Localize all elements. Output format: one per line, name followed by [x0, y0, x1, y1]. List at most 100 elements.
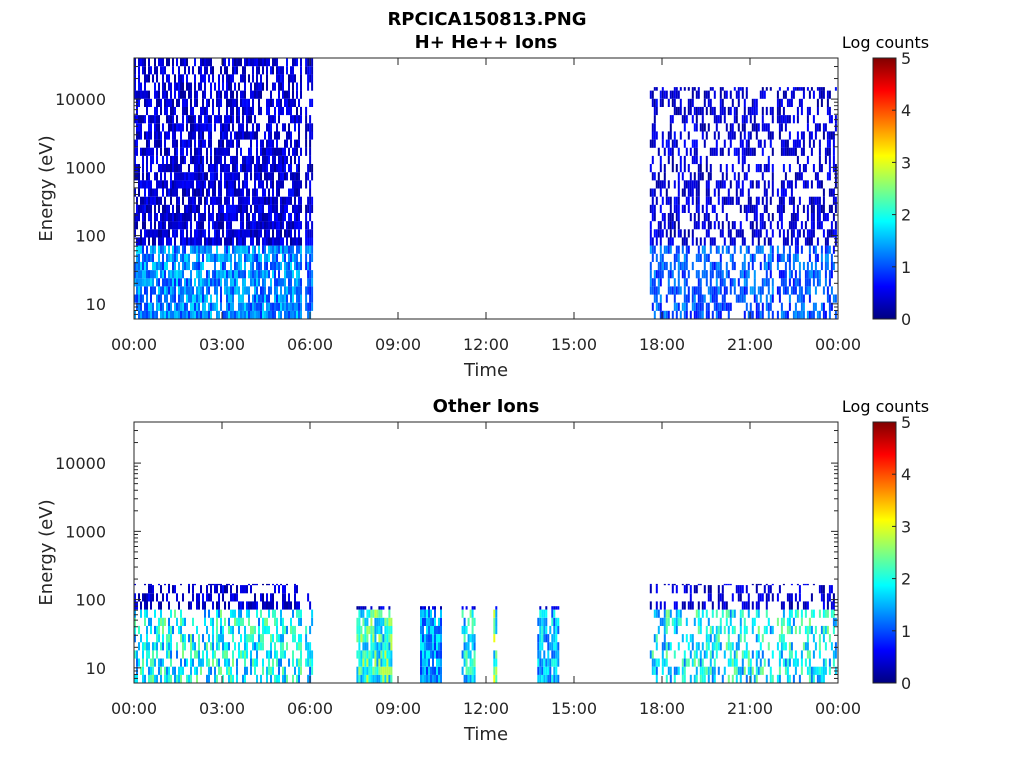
heatmap-cell — [701, 245, 704, 254]
heatmap-cell — [176, 229, 178, 238]
heatmap-cell — [206, 58, 208, 67]
heatmap-cell — [388, 606, 391, 610]
heatmap-cell — [651, 172, 654, 181]
heatmap-cell — [294, 634, 296, 643]
heatmap-cell — [424, 650, 426, 659]
x-tick-label: 06:00 — [287, 699, 333, 718]
heatmap-cell — [270, 98, 272, 107]
heatmap-cell — [156, 180, 158, 189]
heatmap-cell — [677, 188, 680, 197]
heatmap-cell — [176, 188, 178, 197]
heatmap-cell — [244, 674, 246, 683]
heatmap-cell — [553, 674, 556, 683]
heatmap-cell — [547, 650, 550, 659]
heatmap-cell — [741, 585, 744, 594]
heatmap-cell — [675, 106, 678, 116]
heatmap-cell — [715, 642, 718, 651]
heatmap-cell — [786, 180, 789, 189]
heatmap-cell — [687, 270, 690, 279]
heatmap-cell — [254, 229, 256, 238]
heatmap-cell — [294, 625, 296, 635]
heatmap-cell — [156, 98, 158, 107]
heatmap-cell — [707, 302, 710, 311]
heatmap-cell — [709, 294, 712, 303]
heatmap-cell — [765, 674, 768, 683]
heatmap-cell — [717, 302, 720, 311]
heatmap-cell — [765, 294, 768, 303]
heatmap-cell — [292, 221, 294, 230]
heatmap-cell — [771, 286, 774, 295]
heatmap-cell — [256, 609, 258, 618]
heatmap-cell — [792, 286, 795, 295]
heatmap-cell — [140, 286, 142, 295]
heatmap-cell — [305, 131, 308, 140]
heatmap-cell — [256, 131, 258, 140]
heatmap-cell — [804, 164, 807, 173]
heatmap-cell — [156, 642, 158, 651]
heatmap-cell — [240, 196, 242, 205]
heatmap-cell — [180, 172, 182, 181]
heatmap-cell — [695, 221, 698, 230]
heatmap-cell — [230, 310, 232, 319]
heatmap-cell — [707, 188, 710, 197]
heatmap-cell — [767, 658, 770, 667]
heatmap-cell — [358, 606, 361, 610]
heatmap-cell — [176, 155, 178, 165]
heatmap-cell — [834, 180, 837, 189]
heatmap-cell — [665, 139, 668, 148]
heatmap-cell — [192, 642, 194, 651]
heatmap-cell — [311, 609, 314, 618]
heatmap-cell — [473, 674, 476, 683]
heatmap-cell — [703, 585, 706, 594]
heatmap-cell — [224, 650, 226, 659]
heatmap-cell — [206, 310, 208, 319]
heatmap-cell — [218, 253, 220, 262]
heatmap-cell — [653, 139, 656, 148]
heatmap-cell — [224, 253, 226, 262]
heatmap-cell — [735, 666, 738, 675]
heatmap-cell — [713, 302, 716, 311]
heatmap-cell — [816, 172, 819, 181]
heatmap-cell — [208, 593, 210, 602]
heatmap-cell — [539, 625, 542, 635]
heatmap-cell — [426, 658, 428, 667]
heatmap-cell — [298, 302, 300, 311]
heatmap-cell — [248, 270, 250, 279]
heatmap-cell — [763, 139, 766, 148]
heatmap-cell — [739, 585, 742, 594]
heatmap-cell — [804, 658, 807, 667]
heatmap-cell — [170, 188, 172, 197]
heatmap-cell — [733, 650, 736, 659]
heatmap-cell — [830, 286, 833, 295]
heatmap-cell — [691, 237, 694, 246]
heatmap-cell — [160, 180, 162, 189]
heatmap-cell — [146, 593, 148, 602]
heatmap-cell — [246, 115, 248, 124]
heatmap-cell — [284, 164, 286, 173]
heatmap-cell — [156, 131, 158, 140]
heatmap-cell — [222, 593, 224, 602]
heatmap-cell — [284, 261, 286, 271]
heatmap-cell — [741, 180, 744, 189]
heatmap-cell — [651, 278, 654, 287]
heatmap-cell — [693, 674, 696, 683]
heatmap-cell — [274, 650, 276, 659]
heatmap-cell — [467, 617, 470, 626]
heatmap-cell — [358, 674, 361, 683]
heatmap-cell — [136, 172, 138, 181]
heatmap-cell — [705, 131, 708, 140]
heatmap-cell — [426, 617, 428, 626]
heatmap-cell — [286, 583, 288, 586]
heatmap-cell — [802, 642, 805, 651]
heatmap-cell — [689, 593, 692, 602]
heatmap-cell — [663, 90, 666, 99]
heatmap-cell — [258, 98, 260, 107]
heatmap-cell — [386, 674, 389, 683]
heatmap-cell — [818, 642, 821, 651]
heatmap-cell — [834, 87, 837, 91]
heatmap-cell — [268, 204, 270, 213]
heatmap-cell — [721, 585, 724, 594]
heatmap-cell — [541, 609, 544, 618]
heatmap-cell — [204, 90, 206, 99]
heatmap-cell — [699, 155, 702, 165]
